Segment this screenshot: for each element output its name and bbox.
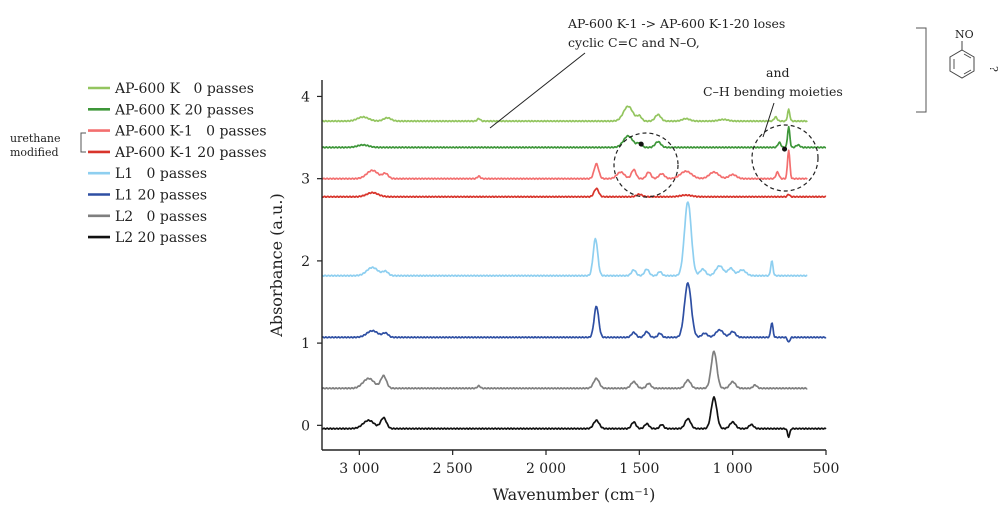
benzene-inner-bond-2 <box>963 53 972 59</box>
x-tick-label: 3 000 <box>339 461 379 477</box>
legend: AP-600 K 0 passes AP-600 K 20 passes AP-60… <box>88 81 267 246</box>
x-axis-title: Wavenumber (cm⁻¹) <box>493 485 656 504</box>
x-tick-label: 500 <box>813 461 840 477</box>
annotation-line-3: and <box>766 65 790 80</box>
y-ticks: 0 1 2 3 4 <box>301 89 322 434</box>
y-tick-label: 0 <box>301 418 310 434</box>
benzene-inner-bond-3 <box>963 69 972 75</box>
legend-label: AP-600 K-1 20 passes <box>114 145 267 161</box>
y-tick-label: 3 <box>301 172 310 188</box>
x-tick-label: 2 500 <box>433 461 473 477</box>
region-circle-right <box>751 124 819 192</box>
pointer-line-left <box>489 52 586 129</box>
x-tick-label: 1 000 <box>713 461 753 477</box>
series-line-4 <box>321 201 808 278</box>
legend-label: L1 20 passes <box>115 188 207 204</box>
plot-area <box>321 105 827 439</box>
series-line-1 <box>321 125 827 149</box>
x-tick-label: 1 500 <box>619 461 659 477</box>
y-tick-label: 4 <box>301 89 310 105</box>
series-line-2 <box>321 149 808 181</box>
x-ticks: 3 000 2 500 2 000 1 500 1 000 500 <box>339 450 839 477</box>
series-line-3 <box>321 187 827 199</box>
legend-label: L2 0 passes <box>115 209 207 225</box>
series-line-6 <box>321 350 808 390</box>
marker-dot-left <box>638 141 644 147</box>
y-axis-title: Absorbance (a.u.) <box>267 193 286 337</box>
nitroso-label: NO <box>955 28 974 41</box>
annotation-line-2: cyclic C=C and N–O, <box>568 35 700 50</box>
legend-label: AP-600 K 20 passes <box>114 102 254 118</box>
question-mark: ? <box>987 66 1000 72</box>
series-line-7 <box>321 396 827 439</box>
legend-label: L2 20 passes <box>115 230 207 246</box>
urethane-bracket: urethane modified <box>10 132 86 159</box>
region-circle-left <box>613 132 679 198</box>
nitrosobenzene-structure: NO ? <box>949 28 1000 79</box>
annotation-bracket <box>916 27 927 113</box>
axes <box>321 80 826 451</box>
legend-label: L1 0 passes <box>115 166 207 182</box>
y-tick-label: 1 <box>301 336 310 352</box>
bracket-label-line2: modified <box>10 146 59 159</box>
x-tick-label: 2 000 <box>526 461 566 477</box>
annotation-line-1: AP-600 K-1 -> AP-600 K-1-20 loses <box>567 16 785 31</box>
legend-label: AP-600 K-1 0 passes <box>114 124 267 140</box>
benzene-ring <box>949 49 975 79</box>
legend-label: AP-600 K 0 passes <box>114 81 254 97</box>
legend-bracket <box>80 132 86 153</box>
series-line-5 <box>321 282 827 343</box>
marker-dot-right <box>782 146 788 152</box>
series-line-0 <box>321 105 808 123</box>
bracket-label-line1: urethane <box>10 132 61 145</box>
y-tick-label: 2 <box>301 254 310 270</box>
annotation-group: AP-600 K-1 -> AP-600 K-1-20 loses cyclic… <box>489 16 927 198</box>
annotation-line-4: C–H bending moieties <box>703 84 843 99</box>
